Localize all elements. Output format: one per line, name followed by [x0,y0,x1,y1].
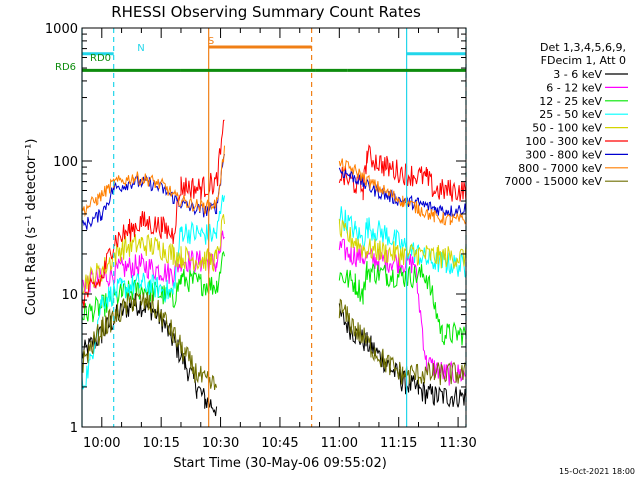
legend-label: 50 - 100 keV [532,122,602,135]
legend-label: 100 - 300 keV [525,135,602,148]
y-axis-label: Count Rate (s⁻¹ detector⁻¹) [24,139,39,316]
legend-header: Det 1,3,4,5,6,9, [540,41,626,54]
y-tick-label: 1 [70,421,78,436]
legend: Det 1,3,4,5,6,9,FDecim 1, Att 03 - 6 keV… [504,41,628,188]
series-line [81,214,467,295]
x-tick-label: 10:45 [261,436,298,451]
legend-label: 7000 - 15000 keV [504,175,602,188]
legend-label: 25 - 50 keV [539,108,602,121]
legend-label: 6 - 12 keV [546,81,602,94]
footer-timestamp: 15-Oct-2021 18:00 [559,467,635,476]
x-tick-label: 11:15 [380,436,417,451]
series-line [81,291,467,390]
series-line [81,250,467,346]
plot-area: N S RD0 RD6 [55,28,467,427]
series-line [81,119,467,309]
x-axis-label: Start Time (30-May-06 09:55:02) [173,456,387,471]
y-tick-label: 10 [61,288,78,303]
x-axis: 10:00 10:15 10:30 10:45 11:00 11:15 11:30 [81,28,477,451]
x-tick-label: 11:30 [439,436,476,451]
marker-label: S [208,36,214,47]
legend-label: 3 - 6 keV [553,68,602,81]
marker-label: RD0 [90,53,111,64]
y-tick-label: 1000 [45,22,78,37]
marker-label: RD6 [55,62,76,73]
series-line [81,293,467,417]
y-tick-label: 100 [53,155,78,170]
x-tick-label: 10:15 [142,436,179,451]
marker-label: N [137,43,144,54]
x-tick-label: 10:00 [83,436,120,451]
series-line [81,153,467,230]
legend-label: 300 - 800 keV [525,148,602,161]
x-tick-label: 11:00 [321,436,358,451]
legend-label: 12 - 25 keV [539,95,602,108]
chart-title: RHESSI Observing Summary Count Rates [111,3,421,21]
series-line [81,145,467,226]
legend-label: 800 - 7000 keV [518,162,602,175]
x-tick-label: 10:30 [202,436,239,451]
series-line [81,230,467,386]
legend-header: FDecim 1, Att 0 [541,54,626,67]
plot-frame [81,27,467,428]
y-axis: 1 10 100 1000 [45,22,466,436]
